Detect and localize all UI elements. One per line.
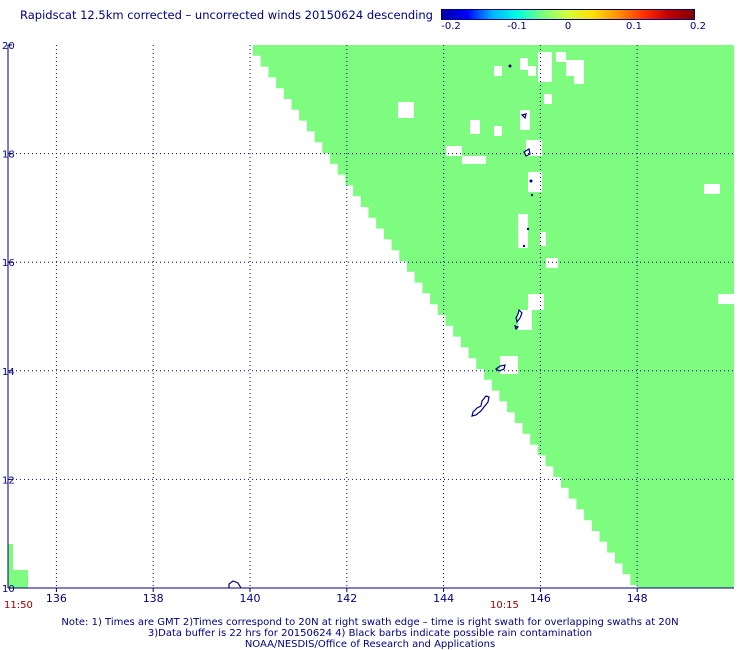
- data-gap: [462, 156, 486, 164]
- data-gap: [528, 172, 542, 192]
- tinian-outline: [514, 325, 520, 331]
- lon-tick-label: 146: [530, 592, 551, 605]
- data-gap: [718, 294, 734, 304]
- data-gap: [500, 356, 518, 374]
- uracas-outline: [508, 64, 512, 68]
- data-gap: [520, 58, 528, 70]
- colorbar-label-zero: 0: [564, 21, 572, 32]
- swath-coverage: [8, 45, 734, 588]
- note-line-1: Note: 1) Times are GMT 2)Times correspon…: [61, 617, 679, 628]
- lat-tick-label: 16: [2, 258, 15, 269]
- colorbar-label-min: -0.2: [441, 21, 461, 32]
- data-gap: [518, 214, 528, 248]
- data-gap: [518, 310, 532, 330]
- data-gap: [546, 258, 558, 268]
- lon-tick-label: 144: [433, 592, 454, 605]
- lon-tick-label: 140: [240, 592, 261, 605]
- data-gap: [446, 146, 462, 156]
- data-gap: [520, 110, 530, 130]
- data-gap: [398, 102, 414, 118]
- island-outlines: [228, 64, 534, 589]
- rain-gaps: [398, 52, 734, 374]
- alamagan-outline: [529, 179, 533, 183]
- colorbar-label-pos: 0.1: [626, 21, 642, 32]
- data-gap: [704, 184, 720, 194]
- map-title: Rapidscat 12.5km corrected – uncorrected…: [20, 8, 433, 22]
- swath-time-right: 10:15: [490, 600, 519, 611]
- data-gap: [494, 126, 502, 136]
- data-gap: [538, 52, 552, 82]
- note-line-2: 3)Data buffer is 22 hrs for 20150624 4) …: [147, 628, 593, 639]
- colorbar-label-max: 0.2: [690, 21, 706, 32]
- lon-tick-label: 148: [627, 592, 648, 605]
- data-gap: [574, 72, 584, 84]
- lon-tick-label: 138: [143, 592, 164, 605]
- colorbar-label-neg: -0.1: [507, 21, 527, 32]
- data-gap: [528, 66, 536, 76]
- agrihan-outline: [520, 113, 527, 120]
- lon-tick-label: 142: [336, 592, 357, 605]
- guam-outline: [471, 395, 490, 417]
- data-gap: [556, 52, 566, 62]
- lat-tick-label: 18: [2, 150, 15, 161]
- sarigan-outline: [526, 227, 530, 231]
- lon-tick-label: 136: [46, 592, 67, 605]
- lat-tick-label: 14: [2, 367, 15, 378]
- data-gap: [494, 66, 502, 76]
- rota-outline: [494, 364, 506, 372]
- pagan-outline: [523, 148, 531, 157]
- map-axes: 136 138 140 142 144 146 148 20 18 16 14 12 10: [2, 41, 734, 605]
- swath-fragment-left: [8, 544, 13, 588]
- lat-tick-label: 20: [2, 41, 15, 52]
- lat-tick-label: 12: [2, 475, 15, 486]
- data-gap: [470, 120, 480, 134]
- colorbar: [441, 9, 695, 20]
- data-gap: [528, 294, 544, 310]
- data-gap: [540, 232, 546, 246]
- lat-tick-label: 10: [2, 584, 15, 595]
- lat-lon-grid: [8, 45, 734, 588]
- anatahan-outline: [522, 244, 526, 248]
- swath-time-left: 11:50: [4, 600, 33, 611]
- data-gap: [544, 94, 552, 104]
- guguan-outline: [530, 193, 534, 197]
- swath-fill: [253, 45, 734, 588]
- saipan-outline: [515, 308, 523, 324]
- island-outline-south: [228, 580, 242, 589]
- swath-fragment-left: [13, 570, 28, 588]
- note-line-3: NOAA/NESDIS/Office of Research and Appli…: [244, 639, 496, 650]
